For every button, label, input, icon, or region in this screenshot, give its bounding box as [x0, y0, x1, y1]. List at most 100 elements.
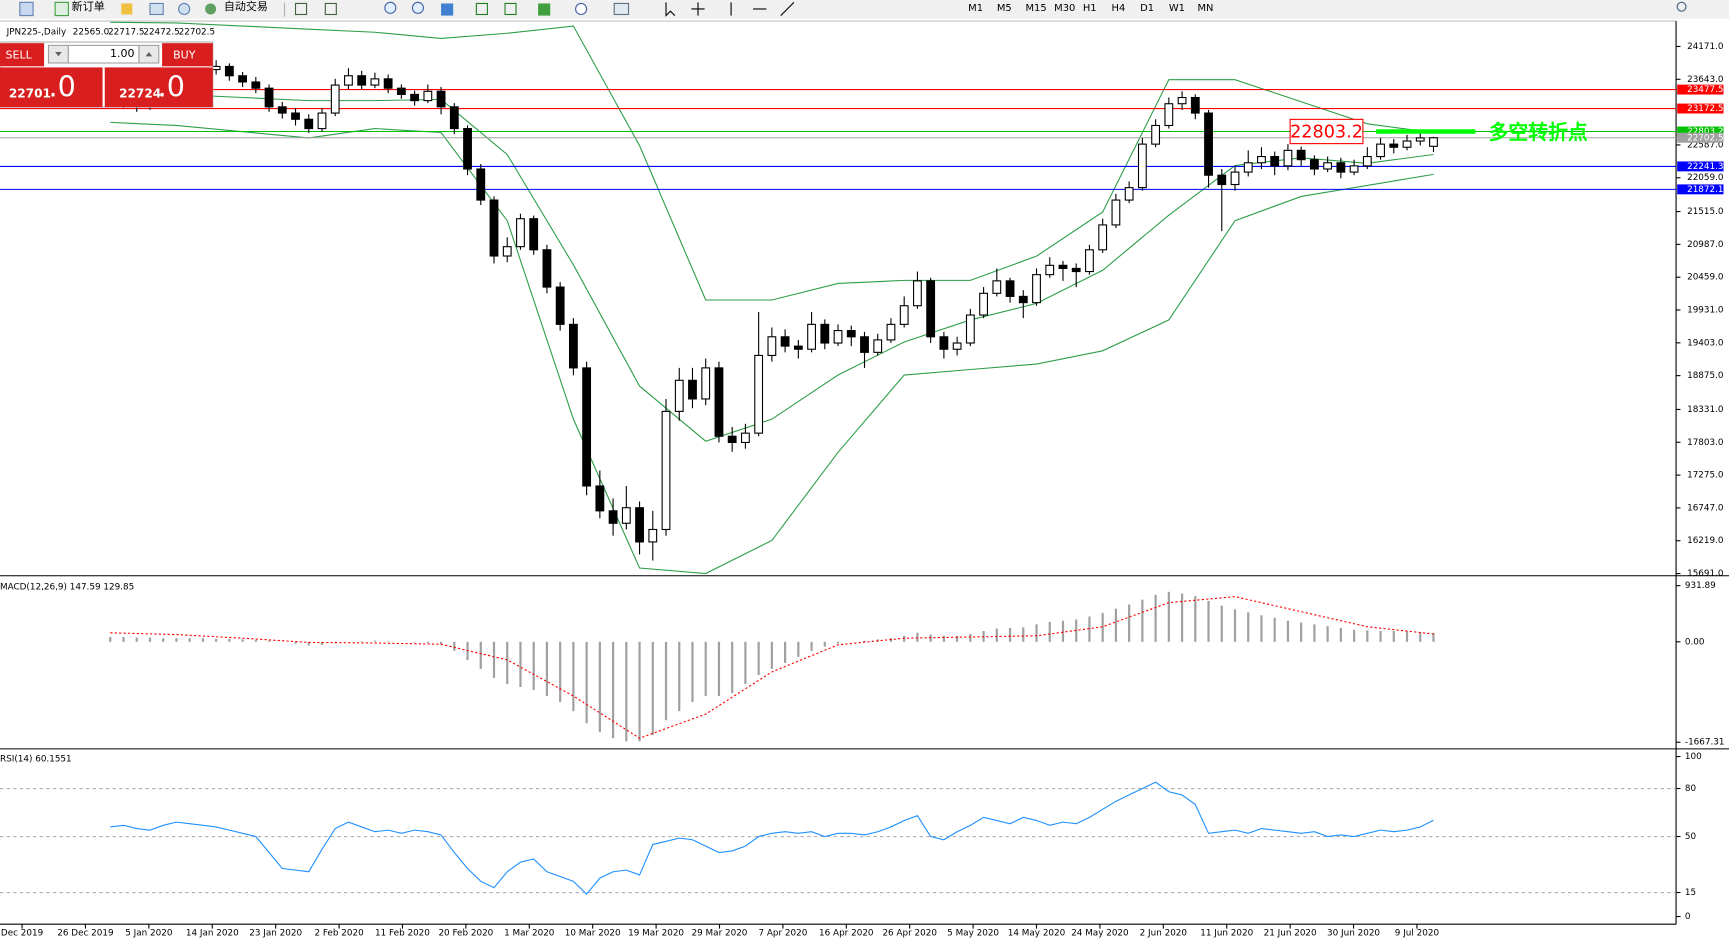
candle-body [357, 75, 367, 86]
candle-body [1230, 171, 1240, 186]
candle-body [952, 342, 962, 350]
y-tick-label: 0 [1685, 912, 1691, 922]
y-tick-label: 15 [1685, 888, 1696, 898]
timeframe[interactable]: M5 [997, 3, 1012, 14]
icon[interactable] [475, 2, 488, 16]
timeframe[interactable]: H1 [1083, 3, 1097, 14]
x-tick-label: 30 Jun 2020 [1327, 929, 1380, 939]
icon[interactable] [575, 2, 588, 16]
candle-body [1429, 137, 1438, 147]
toolbar: 新订单 自动交易 M1 M5 M15 M30 H1 H4 D1 W1 MN [0, 0, 1729, 19]
new-order[interactable]: 新订单 [72, 0, 105, 13]
candle-body [846, 330, 856, 338]
x-tick-label: 21 Jun 2020 [1264, 929, 1317, 939]
candle-body [1349, 165, 1359, 173]
price-chart: 24171.0 23643.0 22587.0 22059.0 21515.0 20987… [0, 21, 1724, 939]
candle-body [211, 65, 221, 71]
candle-body [383, 78, 393, 89]
y-tick-label: 19403.0 [1687, 338, 1724, 348]
sell-button[interactable] [0, 43, 45, 67]
x-tick-label: 24 May 2020 [1071, 929, 1129, 939]
candle-body [251, 81, 261, 89]
icon[interactable] [178, 2, 191, 16]
sell-price[interactable]: 22701 [9, 86, 51, 100]
icon[interactable] [149, 2, 164, 16]
arrow [55, 51, 62, 57]
annotation-text: 多空转折点 [1489, 121, 1588, 144]
timeframe[interactable]: M15 [1025, 3, 1046, 14]
candle-body [1177, 96, 1187, 105]
x-tick-label: 9 Jul 2020 [1395, 929, 1440, 939]
icon[interactable] [538, 3, 551, 16]
y-tick-label: 15691.0 [1687, 569, 1724, 579]
search[interactable] [1676, 1, 1687, 12]
buy-price-button[interactable] [104, 67, 213, 108]
x-tick-label: 14 May 2020 [1008, 929, 1066, 939]
x-tick-label: 1 Mar 2020 [504, 929, 555, 939]
icon[interactable] [19, 1, 34, 17]
candle-body [568, 323, 578, 369]
x-tick-label: 5 May 2020 [947, 929, 999, 939]
timeframe[interactable]: W1 [1169, 3, 1185, 14]
sell-price-big[interactable]: .0 [49, 69, 76, 103]
x-tick-label: 23 Jan 2020 [249, 929, 302, 939]
icon[interactable] [294, 2, 308, 16]
candle-body [688, 379, 697, 400]
candle-body [264, 87, 274, 108]
timeframe[interactable]: M1 [968, 3, 983, 14]
timeframe[interactable]: H4 [1112, 3, 1126, 14]
y-tick-label: 17275.0 [1687, 471, 1724, 481]
level-label: 23477.5 [1687, 85, 1723, 95]
buy-button[interactable] [162, 43, 213, 67]
y-tick-label: 80 [1685, 784, 1697, 794]
candle-body [899, 305, 909, 325]
candle-body [1124, 187, 1134, 201]
candle-body [780, 336, 790, 347]
y-tick-label: 20459.0 [1687, 273, 1724, 283]
level-label-bg [1677, 161, 1724, 172]
candle-body [1217, 174, 1227, 186]
candle-body [1005, 280, 1015, 297]
y-tick-label: -1667.31 [1685, 738, 1725, 748]
buy-price-big[interactable]: .0 [158, 69, 185, 103]
sell-price-button[interactable] [0, 67, 103, 108]
x-tick-label: Dec 2019 [1, 929, 43, 939]
ohlc-value: 22472.5 [143, 28, 179, 38]
icon[interactable] [504, 2, 517, 16]
lots[interactable]: 1.00 [110, 47, 135, 60]
candle-body [238, 75, 247, 83]
buy-label[interactable]: BUY [173, 48, 196, 61]
icon[interactable] [324, 2, 337, 16]
buy-price[interactable]: 22724 [119, 86, 161, 100]
new-order-icon[interactable] [54, 1, 69, 17]
auto-trading-icon[interactable] [205, 3, 217, 15]
zoom-out[interactable] [411, 1, 424, 14]
y-tick-label: 100 [1685, 752, 1702, 762]
trendline-tool[interactable] [780, 1, 795, 16]
candle-body [820, 323, 830, 344]
candle-body [807, 323, 816, 350]
crosshair-tool[interactable] [691, 2, 705, 16]
icon[interactable] [613, 2, 630, 16]
cursor-tool[interactable] [665, 2, 676, 17]
level-label: 22803.2 [1687, 127, 1723, 137]
auto-trading[interactable]: 自动交易 [224, 0, 268, 13]
timeframe[interactable]: M30 [1054, 3, 1075, 14]
one-click-trading: SELL 1.00 BUY 22701 .0 22724 .0 [0, 41, 214, 108]
candle-body [1111, 199, 1121, 226]
rsi-panel: RSI(14) 60.1551 100 80 50 15 0 [0, 752, 1702, 922]
sell-label[interactable]: SELL [6, 48, 33, 61]
candle-body [674, 379, 684, 412]
timeframe[interactable]: MN [1198, 3, 1214, 14]
x-tick-label: 11 Feb 2020 [375, 929, 430, 939]
timeframe[interactable]: D1 [1140, 3, 1154, 14]
zoom-in[interactable] [384, 1, 397, 14]
x-tick-label: 2 Jun 2020 [1140, 929, 1188, 939]
candle-body [1362, 156, 1372, 167]
icon[interactable] [121, 3, 133, 15]
x-tick-label: 29 Mar 2020 [692, 929, 748, 939]
icon[interactable] [441, 3, 454, 16]
bollinger-upper [110, 21, 1434, 301]
y-tick-label: 931.89 [1685, 581, 1716, 591]
candle-body [1283, 149, 1293, 167]
